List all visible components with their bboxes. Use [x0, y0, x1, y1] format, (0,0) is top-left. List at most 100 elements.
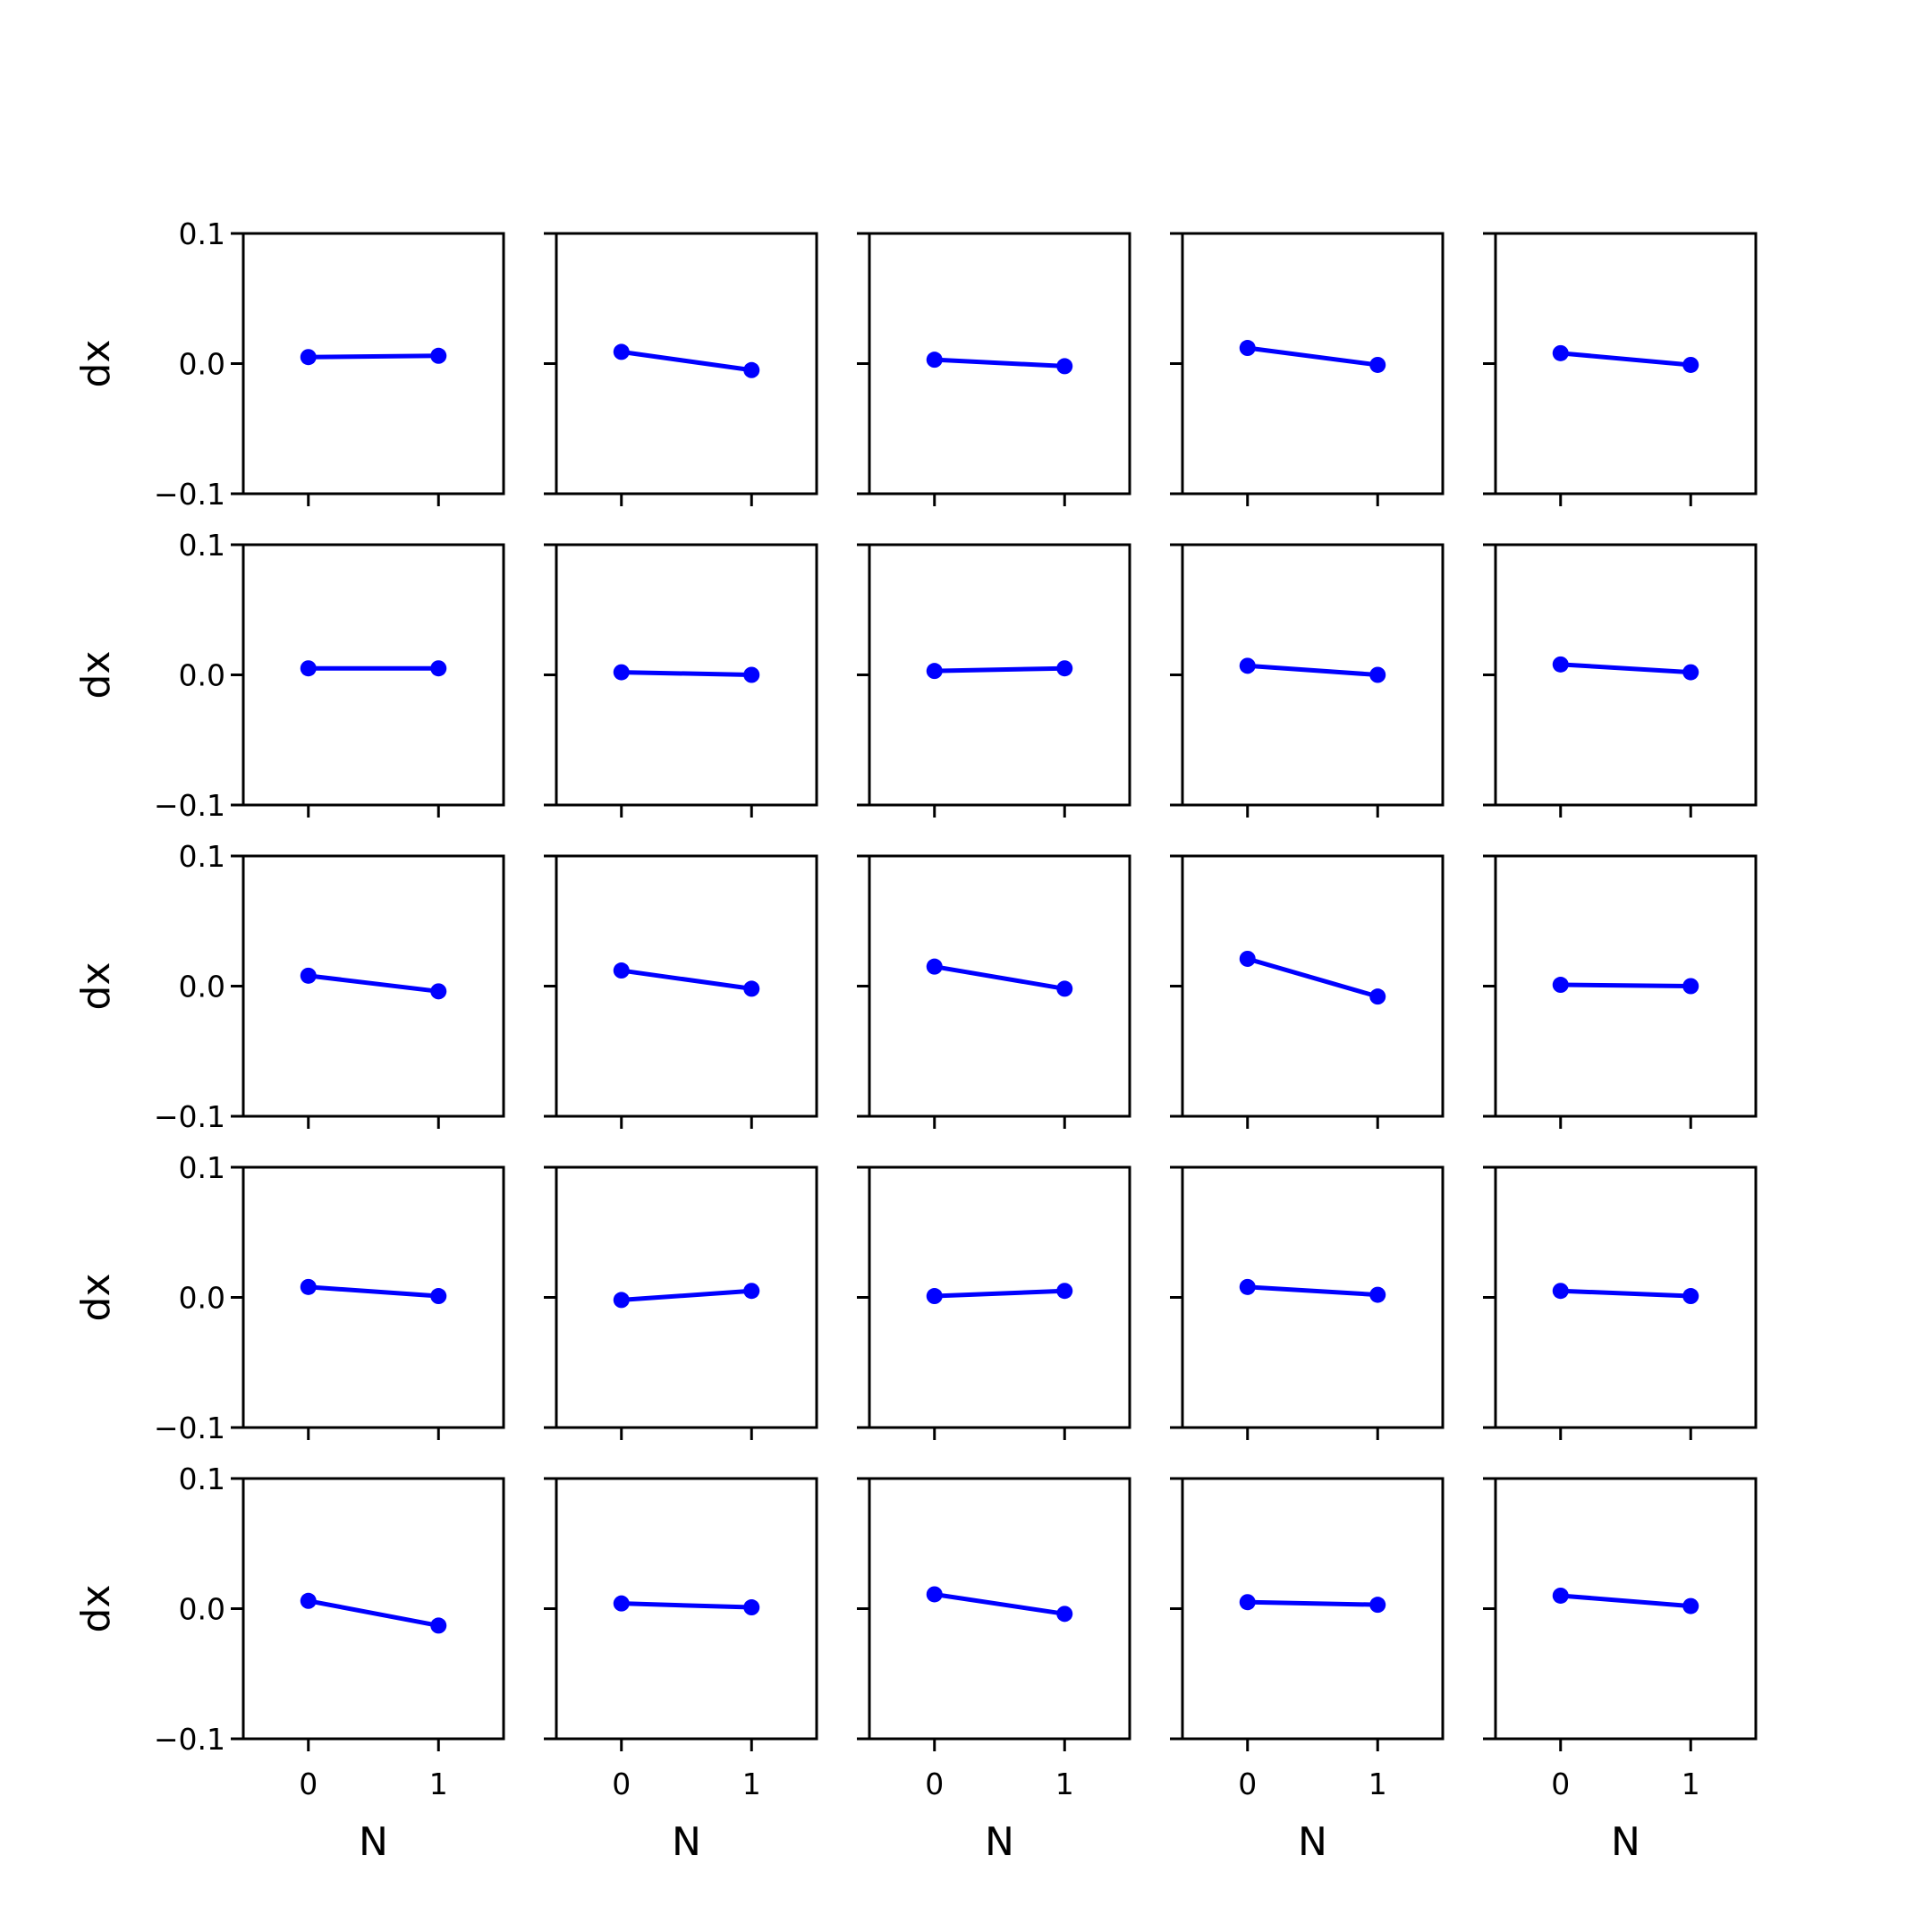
- x-axis-title: N: [672, 1819, 701, 1865]
- data-point: [300, 349, 317, 366]
- panel-r4-c5: [1483, 1165, 1758, 1440]
- y-axis-title: dx: [73, 1585, 119, 1633]
- data-point: [1369, 988, 1386, 1005]
- data-point: [430, 1288, 447, 1305]
- panel-r1-c3: [857, 232, 1131, 506]
- series-line: [932, 357, 1067, 369]
- data-point: [1552, 977, 1569, 994]
- x-tick-label: 1: [429, 1767, 448, 1801]
- series-line: [932, 964, 1067, 991]
- data-point: [1369, 1286, 1386, 1303]
- panel-r1-c2: [544, 232, 818, 506]
- data-point: [926, 958, 943, 975]
- data-point: [926, 1586, 943, 1603]
- series-line: [619, 968, 754, 991]
- series-line: [619, 670, 754, 677]
- x-tick-label: 1: [1682, 1767, 1700, 1801]
- y-tick-label: 0.0: [179, 347, 225, 382]
- y-axis-title: dx: [73, 1274, 119, 1322]
- panel-r2-c4: [1170, 543, 1445, 818]
- x-tick-label: 0: [925, 1767, 944, 1801]
- data-point: [1552, 1283, 1569, 1300]
- y-tick-label: −0.1: [154, 1411, 225, 1445]
- x-axis-title: N: [1611, 1819, 1640, 1865]
- x-tick-label: 1: [1055, 1767, 1074, 1801]
- panel-r1-c5: [1483, 232, 1758, 506]
- series-line: [1558, 1593, 1693, 1609]
- data-point: [1369, 356, 1386, 373]
- panel-r3-c3: [857, 854, 1131, 1129]
- series-line: [1245, 663, 1380, 677]
- panel-r2-c3: [857, 543, 1131, 818]
- panel-r2-c5: [1483, 543, 1758, 818]
- series-line: [1558, 662, 1693, 675]
- data-point: [743, 361, 760, 378]
- y-tick-label: 0.1: [179, 528, 225, 563]
- data-point: [926, 1288, 943, 1305]
- panel-r4-c2: [544, 1165, 818, 1440]
- data-point: [1056, 1283, 1073, 1300]
- x-tick-label: 1: [742, 1767, 761, 1801]
- y-tick-label: −0.1: [154, 1099, 225, 1134]
- data-point: [1552, 656, 1569, 673]
- panel-r3-c1: 0.1 0.0 −0.1 dx: [73, 839, 505, 1134]
- panel-r4-c1: 0.1 0.0 −0.1 dx: [73, 1150, 505, 1445]
- x-tick-label: 0: [299, 1767, 318, 1801]
- series-line: [932, 665, 1067, 674]
- y-tick-label: 0.0: [179, 970, 225, 1004]
- y-tick-label: −0.1: [154, 788, 225, 823]
- panel-r5-c4: 0 1 N: [1170, 1477, 1445, 1865]
- data-point: [1552, 1587, 1569, 1604]
- series-line: [619, 1288, 754, 1302]
- series-line: [932, 1288, 1067, 1299]
- panel-grid: 0.10.0−0.1dx0.10.0−0.1dx0.10.0−0.1dx0.10…: [73, 216, 1758, 1865]
- series-line: [1558, 1288, 1693, 1299]
- data-point: [1056, 660, 1073, 677]
- panel-r2-c1: 0.1 0.0 −0.1 dx: [73, 528, 505, 823]
- panel-r4-c3: [857, 1165, 1131, 1440]
- y-tick-label: −0.1: [154, 477, 225, 512]
- series-line: [306, 1598, 441, 1628]
- series-line: [1245, 345, 1380, 368]
- data-point: [926, 663, 943, 680]
- series-line: [619, 349, 754, 373]
- data-point: [926, 352, 943, 369]
- series-line: [1245, 1284, 1380, 1298]
- y-axis-title: dx: [73, 651, 119, 699]
- data-point: [1552, 344, 1569, 361]
- data-point: [1369, 666, 1386, 683]
- data-point: [300, 1592, 317, 1609]
- data-point: [613, 664, 630, 681]
- y-tick-label: 0.0: [179, 1281, 225, 1316]
- panel-r5-c1: 0.1 0.0 −0.1 0 1 dx N: [73, 1462, 505, 1865]
- data-point: [1682, 1597, 1699, 1614]
- y-tick-label: 0.0: [179, 658, 225, 693]
- series-line: [306, 973, 441, 994]
- x-tick-label: 0: [612, 1767, 631, 1801]
- data-point: [613, 343, 630, 360]
- y-tick-label: −0.1: [154, 1722, 225, 1757]
- data-point: [300, 967, 317, 984]
- series-line: [1245, 956, 1380, 999]
- panel-r5-c5: 0 1 N: [1483, 1477, 1758, 1865]
- y-axis-title: dx: [73, 340, 119, 388]
- panel-r5-c2: 0 1 N: [544, 1477, 818, 1865]
- y-tick-label: 0.1: [179, 216, 225, 251]
- panel-r1-c4: [1170, 232, 1445, 506]
- data-point: [1682, 978, 1699, 995]
- data-point: [1239, 657, 1256, 674]
- data-point: [1682, 356, 1699, 373]
- data-point: [1056, 358, 1073, 375]
- series-line: [306, 353, 441, 360]
- data-point: [1682, 1288, 1699, 1305]
- panel-r2-c2: [544, 543, 818, 818]
- panel-r3-c4: [1170, 854, 1445, 1129]
- panel-r4-c4: [1170, 1165, 1445, 1440]
- panel-r3-c5: [1483, 854, 1758, 1129]
- y-tick-label: 0.1: [179, 1150, 225, 1185]
- data-point: [743, 1599, 760, 1616]
- data-point: [430, 983, 447, 1000]
- series-line: [932, 1591, 1067, 1616]
- series-line: [1558, 982, 1693, 988]
